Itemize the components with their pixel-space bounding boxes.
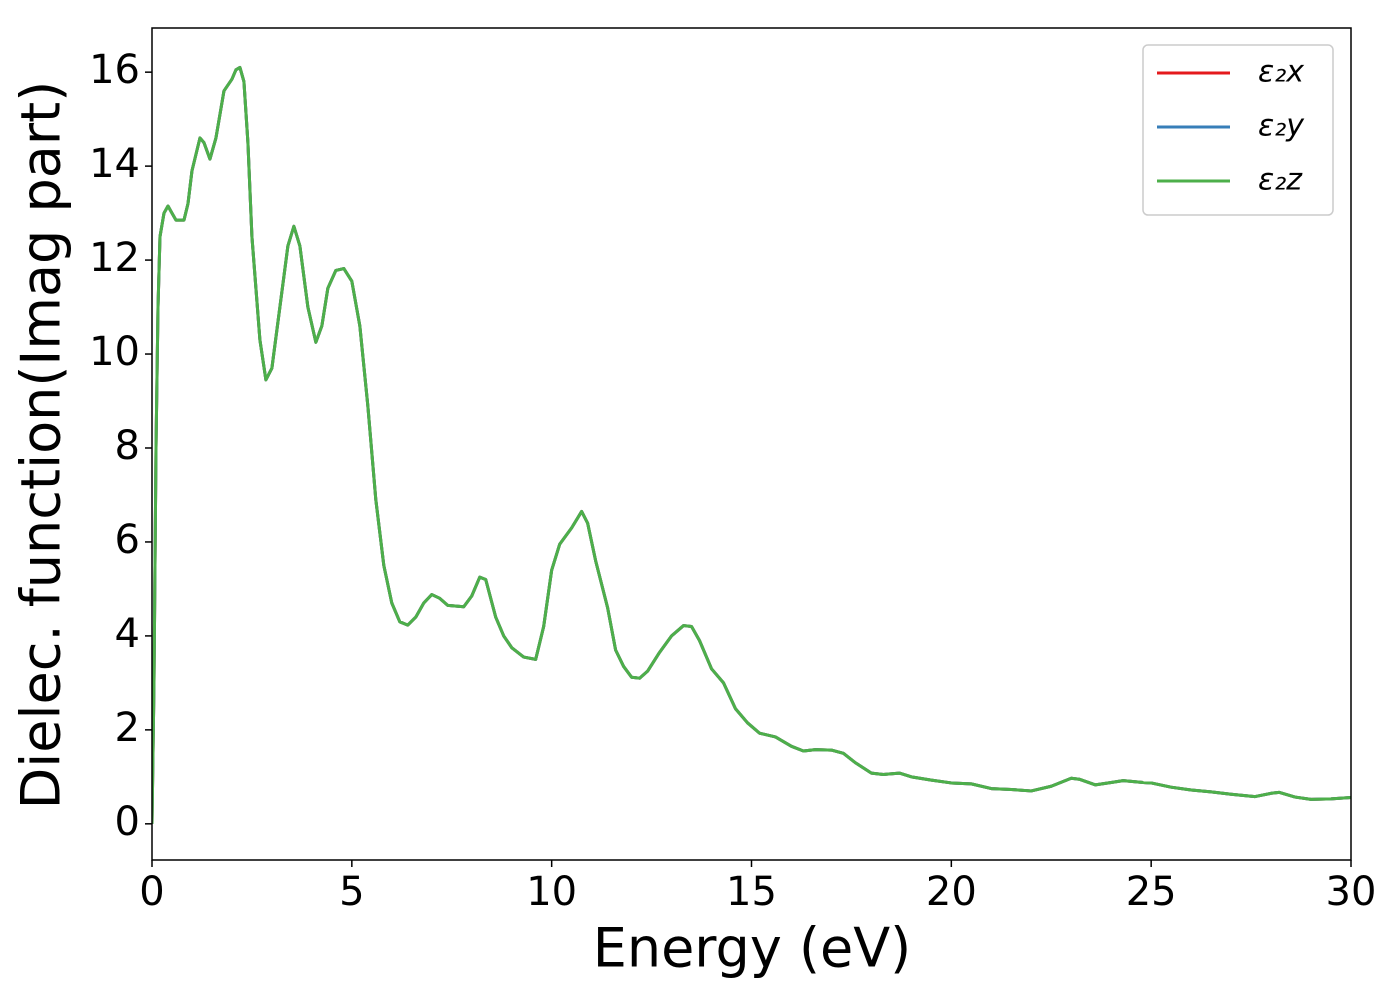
- x-axis-label: Energy (eV): [593, 917, 912, 980]
- x-tick-label: 5: [339, 869, 364, 915]
- x-tick-label: 30: [1326, 869, 1377, 915]
- y-tick-label: 0: [115, 799, 140, 845]
- y-tick-label: 6: [115, 517, 140, 563]
- legend-box: [1142, 44, 1334, 216]
- plot-frame: [151, 27, 1352, 861]
- y-tick-label: 10: [89, 329, 140, 375]
- y-tick-label: 12: [89, 235, 140, 281]
- y-axis-label: Dielec. function(Imag part): [10, 81, 73, 810]
- legend-label: ε₂z: [1258, 163, 1303, 198]
- y-tick-label: 4: [115, 611, 140, 657]
- y-tick-label: 8: [115, 423, 140, 469]
- x-tick-label: 15: [726, 869, 777, 915]
- legend-label: ε₂y: [1258, 109, 1305, 144]
- x-tick-label: 25: [1126, 869, 1177, 915]
- y-tick-label: 16: [89, 47, 140, 93]
- series-line: [152, 65, 1351, 824]
- y-tick-label: 14: [89, 141, 140, 187]
- x-tick-label: 20: [926, 869, 977, 915]
- legend-label: ε₂x: [1258, 55, 1304, 90]
- legend: ε₂x ε₂y ε₂z: [1142, 44, 1334, 216]
- y-tick-label: 2: [115, 705, 140, 751]
- x-tick-label: 0: [139, 869, 164, 915]
- x-tick-label: 10: [526, 869, 577, 915]
